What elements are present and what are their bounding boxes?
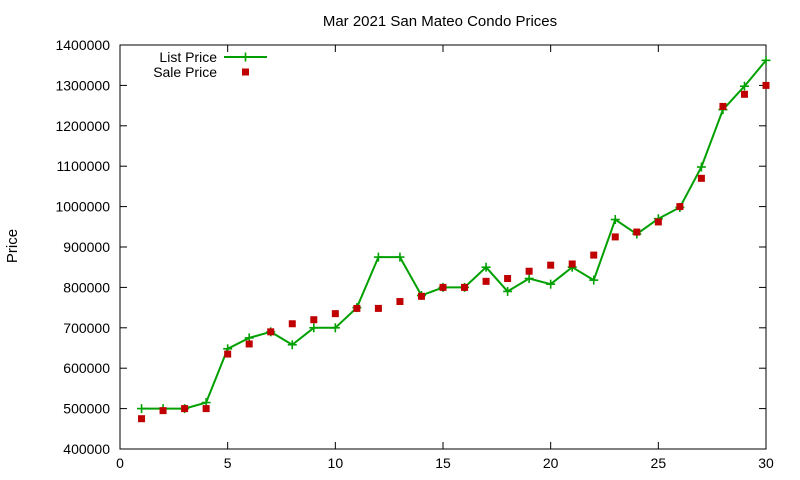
series-list-price bbox=[137, 55, 771, 414]
list-price-point bbox=[373, 252, 383, 262]
list-price-point bbox=[524, 274, 534, 284]
sale-price-point bbox=[719, 102, 727, 110]
x-tick-label: 0 bbox=[116, 455, 124, 471]
y-tick-label: 800000 bbox=[63, 279, 110, 295]
legend-point-swatch bbox=[241, 52, 250, 62]
x-tick-label: 15 bbox=[435, 455, 451, 471]
list-price-line bbox=[141, 59, 767, 410]
y-tick-label: 400000 bbox=[63, 441, 110, 457]
sale-price-point bbox=[267, 328, 275, 336]
list-price-point bbox=[481, 262, 491, 272]
y-tick-label: 1200000 bbox=[55, 118, 110, 134]
legend-point-swatch bbox=[242, 68, 249, 76]
y-tick-label: 900000 bbox=[63, 239, 110, 255]
sale-price-point bbox=[547, 261, 555, 269]
list-price-point bbox=[330, 323, 340, 333]
list-price-point bbox=[589, 275, 599, 285]
sale-price-point bbox=[525, 267, 533, 275]
y-axis-label: Price bbox=[4, 229, 21, 263]
series-sale-price bbox=[138, 81, 770, 423]
sale-price-point bbox=[310, 316, 318, 324]
list-price-point bbox=[610, 215, 620, 225]
sale-price-point bbox=[396, 298, 404, 306]
y-tick-label: 600000 bbox=[63, 360, 110, 376]
x-tick-label: 25 bbox=[651, 455, 667, 471]
y-tick-label: 1300000 bbox=[55, 77, 110, 93]
sale-price-point bbox=[504, 275, 512, 283]
list-price-point bbox=[503, 286, 513, 296]
sale-price-point bbox=[633, 228, 641, 236]
sale-price-point bbox=[138, 415, 146, 423]
legend-label: Sale Price bbox=[153, 64, 217, 80]
sale-price-point bbox=[224, 350, 232, 358]
list-price-point bbox=[739, 81, 749, 91]
x-tick-label: 30 bbox=[758, 455, 774, 471]
y-tick-label: 1100000 bbox=[57, 158, 111, 174]
sale-price-point bbox=[159, 407, 167, 415]
sale-price-point bbox=[590, 251, 598, 259]
sale-price-point bbox=[611, 233, 619, 241]
list-price-point bbox=[395, 252, 405, 262]
sale-price-point bbox=[374, 304, 382, 312]
series-layer bbox=[137, 55, 771, 423]
plot-area bbox=[119, 44, 767, 450]
list-price-point bbox=[137, 404, 147, 414]
sale-price-point bbox=[740, 90, 748, 98]
sale-price-point bbox=[288, 320, 296, 328]
sale-price-point bbox=[202, 405, 210, 413]
list-price-point bbox=[546, 279, 556, 289]
list-price-point bbox=[761, 55, 771, 65]
list-price-point bbox=[696, 162, 706, 172]
x-tick-label: 5 bbox=[224, 455, 232, 471]
legend-label: List Price bbox=[159, 49, 217, 65]
axis-ticks: 0 5 10 15 20 25 30 400000 500000 600000 700000 8000… bbox=[55, 37, 774, 471]
list-price-point bbox=[309, 323, 319, 333]
sale-price-point bbox=[353, 304, 361, 312]
sale-price-point bbox=[461, 283, 469, 291]
chart-title: Mar 2021 San Mateo Condo Prices bbox=[323, 13, 557, 30]
sale-price-point bbox=[331, 310, 339, 318]
sale-price-point bbox=[568, 260, 576, 268]
sale-price-point bbox=[439, 283, 447, 291]
sale-price-point bbox=[654, 218, 662, 226]
y-tick-label: 500000 bbox=[63, 401, 110, 417]
y-tick-label: 1000000 bbox=[55, 199, 110, 215]
list-price-point bbox=[287, 340, 297, 350]
sale-price-point bbox=[676, 203, 684, 211]
x-tick-label: 20 bbox=[543, 455, 559, 471]
y-tick-label: 1400000 bbox=[55, 37, 110, 53]
sale-price-point bbox=[417, 292, 425, 300]
y-tick-label: 700000 bbox=[63, 320, 110, 336]
x-tick-label: 10 bbox=[328, 455, 344, 471]
sale-price-point bbox=[181, 405, 189, 413]
sale-price-point bbox=[482, 277, 490, 285]
sale-price-point bbox=[245, 340, 253, 348]
sale-price-point bbox=[697, 174, 705, 182]
sale-price-point bbox=[762, 81, 770, 89]
